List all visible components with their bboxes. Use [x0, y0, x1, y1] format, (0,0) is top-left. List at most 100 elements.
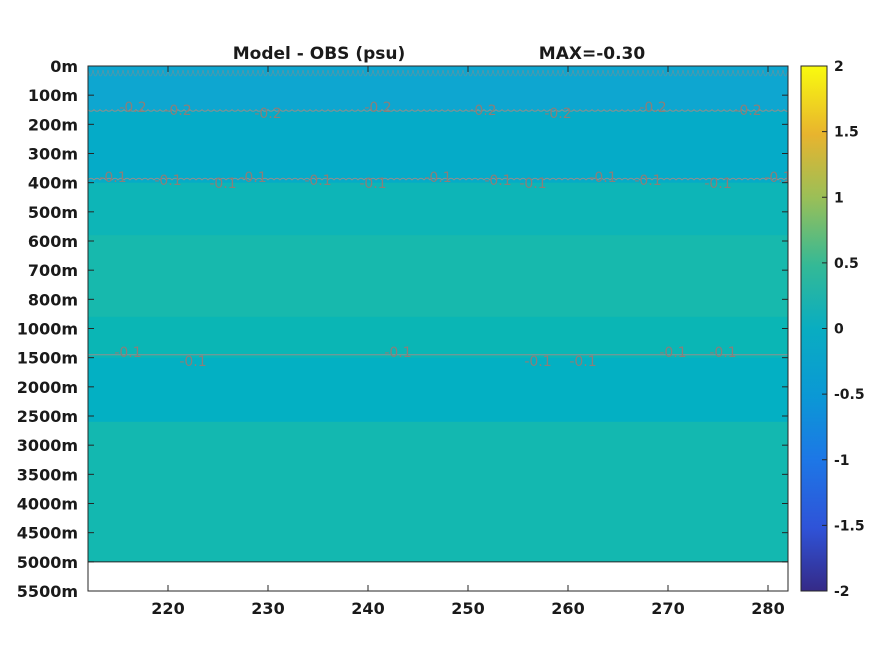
- surface-fringe: [492, 69, 499, 77]
- surface-fringe: [222, 69, 229, 77]
- surface-fringe: [417, 69, 424, 77]
- plot-area: [88, 66, 788, 591]
- surface-fringe: [547, 69, 554, 77]
- surface-fringe: [627, 69, 634, 77]
- contour-label: -0.2: [164, 103, 191, 119]
- surface-fringe: [182, 69, 189, 77]
- contour-label: -0.2: [544, 106, 571, 122]
- surface-fringe: [717, 69, 724, 77]
- surface-fringe: [682, 69, 689, 77]
- surface-fringe: [697, 69, 704, 77]
- surface-fringe: [777, 69, 784, 77]
- colorbar-tick-label: -2: [834, 584, 850, 600]
- contour-label: -0.1: [424, 170, 451, 186]
- y-tick-label: 300m: [28, 145, 78, 164]
- y-tick-label: 600m: [28, 232, 78, 251]
- contour-label: -0.1: [114, 345, 141, 361]
- y-tick-label: 2000m: [17, 378, 78, 397]
- contour-label: -0.2: [119, 100, 146, 116]
- x-axis: 220 230 240 250 260 270 280: [151, 66, 785, 618]
- surface-fringe: [457, 69, 464, 77]
- surface-fringe: [477, 69, 484, 77]
- contour-label: -0.1: [154, 173, 181, 189]
- contour-line-1: [88, 177, 788, 181]
- surface-fringe: [152, 69, 159, 77]
- surface-fringe: [92, 69, 99, 77]
- y-tick-label: 700m: [28, 261, 78, 280]
- surface-fringe: [402, 69, 409, 77]
- surface-fringe: [112, 69, 119, 77]
- surface-fringe: [752, 69, 759, 77]
- contour-label: -0.2: [639, 100, 666, 116]
- contour-label: -0.1: [589, 170, 616, 186]
- contour-label: -0.1: [659, 345, 686, 361]
- no-data-region: [88, 561, 788, 591]
- surface-fringe: [312, 69, 319, 77]
- surface-fringe: [647, 69, 654, 77]
- surface-fringe: [232, 69, 239, 77]
- surface-fringe: [397, 69, 404, 77]
- surface-fringe: [612, 69, 619, 77]
- surface-fringe: [387, 69, 394, 77]
- y-tick-label: 400m: [28, 174, 78, 193]
- y-tick-label: 3500m: [17, 465, 78, 484]
- surface-fringe: [257, 69, 264, 77]
- contour-label: -0.1: [524, 354, 551, 370]
- surface-fringe: [722, 69, 729, 77]
- y-axis: 0m 100m 200m 300m 400m 500m 600m 700m 800m 1000m 1…: [17, 57, 788, 601]
- x-tick-label: 240: [351, 599, 384, 618]
- data-band-3: [88, 235, 788, 318]
- surface-fringe: [557, 69, 564, 77]
- surface-fringe: [772, 69, 779, 77]
- surface-fringe: [442, 69, 449, 77]
- contour-label: -0.1: [709, 345, 736, 361]
- surface-fringe: [672, 69, 679, 77]
- surface-fringe: [527, 69, 534, 77]
- y-tick-label: 3000m: [17, 436, 78, 455]
- surface-fringe: [552, 69, 559, 77]
- surface-fringe: [272, 69, 279, 77]
- surface-fringe: [107, 69, 114, 77]
- surface-fringe: [702, 69, 709, 77]
- y-tick-label: 200m: [28, 115, 78, 134]
- surface-fringe: [187, 69, 194, 77]
- surface-fringe: [542, 69, 549, 77]
- surface-fringe: [342, 69, 349, 77]
- surface-fringe: [427, 69, 434, 77]
- surface-fringe: [372, 69, 379, 77]
- surface-fringe: [407, 69, 414, 77]
- surface-fringe: [137, 69, 144, 77]
- surface-fringe: [297, 69, 304, 77]
- surface-fringe: [757, 69, 764, 77]
- surface-fringe: [347, 69, 354, 77]
- y-tick-label: 800m: [28, 290, 78, 309]
- surface-fringe: [217, 69, 224, 77]
- surface-fringe: [102, 69, 109, 77]
- contour-label: -0.1: [764, 170, 791, 186]
- surface-fringe: [237, 69, 244, 77]
- surface-fringe: [472, 69, 479, 77]
- y-tick-label: 2500m: [17, 407, 78, 426]
- surface-fringe: [127, 69, 134, 77]
- colorbar-tick-label: 0.5: [834, 256, 859, 272]
- surface-fringe: [97, 69, 104, 77]
- contour-label: -0.1: [634, 173, 661, 189]
- surface-fringe: [207, 69, 214, 77]
- surface-fringe: [732, 69, 739, 77]
- surface-fringe: [597, 69, 604, 77]
- surface-fringe: [677, 69, 684, 77]
- contour-label: -0.1: [99, 170, 126, 186]
- surface-fringe: [382, 69, 389, 77]
- surface-fringe: [277, 69, 284, 77]
- surface-fringe: [657, 69, 664, 77]
- surface-fringe: [377, 69, 384, 77]
- colorbar-tick-label: 2: [834, 59, 844, 75]
- data-band-6: [88, 421, 788, 563]
- surface-fringe: [292, 69, 299, 77]
- y-tick-label: 5500m: [17, 582, 78, 601]
- surface-fringe: [252, 69, 259, 77]
- chart-subtitle: MAX=-0.30: [539, 44, 646, 64]
- colorbar-tick-label: -1.5: [834, 518, 865, 534]
- y-tick-label: 1500m: [17, 349, 78, 368]
